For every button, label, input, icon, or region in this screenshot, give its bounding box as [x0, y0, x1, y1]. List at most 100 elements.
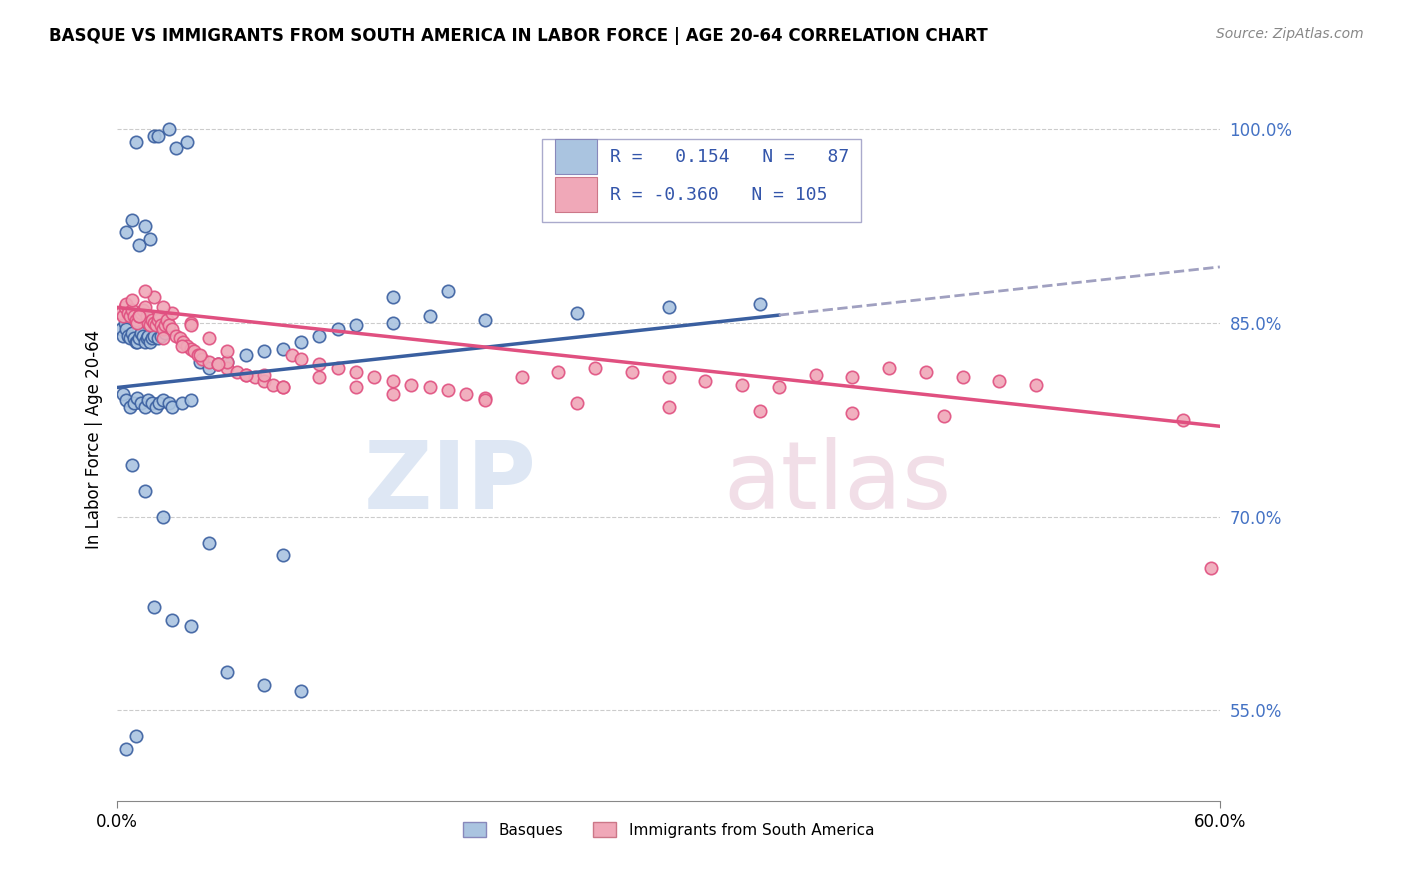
- Point: [132, 303, 155, 318]
- Point: [118, 331, 141, 345]
- Point: [145, 400, 167, 414]
- Point: [180, 318, 202, 333]
- Point: [271, 380, 294, 394]
- Point: [146, 331, 169, 345]
- Point: [122, 396, 145, 410]
- Point: [162, 400, 184, 414]
- Point: [134, 400, 156, 414]
- Point: [142, 328, 165, 343]
- Point: [148, 310, 170, 324]
- Point: [749, 403, 772, 417]
- Point: [583, 361, 606, 376]
- Point: [281, 348, 304, 362]
- Point: [235, 348, 257, 362]
- Point: [217, 354, 239, 368]
- Point: [128, 310, 150, 324]
- Point: [135, 310, 157, 324]
- Point: [110, 322, 132, 336]
- Point: [620, 365, 643, 379]
- Point: [271, 380, 294, 394]
- Point: [841, 406, 863, 420]
- Point: [122, 331, 145, 345]
- Point: [118, 310, 141, 324]
- Point: [565, 396, 588, 410]
- Point: [235, 368, 257, 382]
- Point: [142, 600, 165, 615]
- Point: [804, 368, 827, 382]
- Point: [381, 290, 404, 304]
- Point: [162, 322, 184, 336]
- Point: [474, 313, 496, 327]
- Point: [121, 212, 143, 227]
- Point: [135, 331, 157, 345]
- Point: [290, 684, 312, 698]
- Point: [139, 232, 162, 246]
- Point: [198, 354, 221, 368]
- Point: [207, 357, 229, 371]
- Point: [474, 391, 496, 405]
- Point: [253, 374, 276, 388]
- Point: [110, 305, 132, 319]
- Point: [141, 331, 163, 345]
- Point: [118, 400, 141, 414]
- Point: [141, 396, 163, 410]
- Point: [308, 328, 330, 343]
- Point: [170, 396, 193, 410]
- Point: [1171, 413, 1194, 427]
- FancyBboxPatch shape: [555, 139, 598, 174]
- Point: [841, 370, 863, 384]
- Point: [198, 361, 221, 376]
- Point: [217, 361, 239, 376]
- Text: atlas: atlas: [724, 436, 952, 529]
- Point: [111, 387, 134, 401]
- Point: [152, 301, 174, 315]
- Point: [129, 396, 152, 410]
- Point: [657, 400, 679, 414]
- Point: [124, 729, 146, 743]
- Point: [657, 370, 679, 384]
- Point: [139, 335, 162, 350]
- Point: [150, 318, 173, 333]
- FancyBboxPatch shape: [541, 139, 862, 222]
- Point: [187, 348, 209, 362]
- Point: [877, 361, 900, 376]
- Point: [134, 301, 156, 315]
- Point: [326, 322, 349, 336]
- Point: [117, 328, 139, 343]
- Point: [180, 316, 202, 330]
- Point: [914, 365, 936, 379]
- Point: [381, 316, 404, 330]
- Point: [115, 742, 138, 756]
- Point: [198, 331, 221, 345]
- Point: [344, 318, 367, 333]
- Point: [121, 293, 143, 307]
- Point: [121, 303, 143, 318]
- Point: [188, 354, 211, 368]
- Point: [749, 296, 772, 310]
- Point: [127, 316, 149, 330]
- Point: [207, 357, 229, 371]
- Point: [129, 326, 152, 341]
- Point: [180, 393, 202, 408]
- Point: [138, 393, 160, 408]
- Point: [290, 352, 312, 367]
- Point: [124, 335, 146, 350]
- Point: [124, 135, 146, 149]
- Point: [176, 135, 198, 149]
- Point: [129, 305, 152, 319]
- Point: [157, 122, 180, 136]
- Point: [188, 348, 211, 362]
- Point: [128, 238, 150, 252]
- Point: [731, 378, 754, 392]
- Point: [1199, 561, 1222, 575]
- Point: [146, 313, 169, 327]
- Point: [153, 318, 176, 333]
- Point: [510, 370, 533, 384]
- Point: [344, 365, 367, 379]
- Point: [138, 328, 160, 343]
- Point: [253, 368, 276, 382]
- Point: [142, 128, 165, 143]
- Point: [198, 535, 221, 549]
- Point: [243, 370, 266, 384]
- Point: [157, 318, 180, 333]
